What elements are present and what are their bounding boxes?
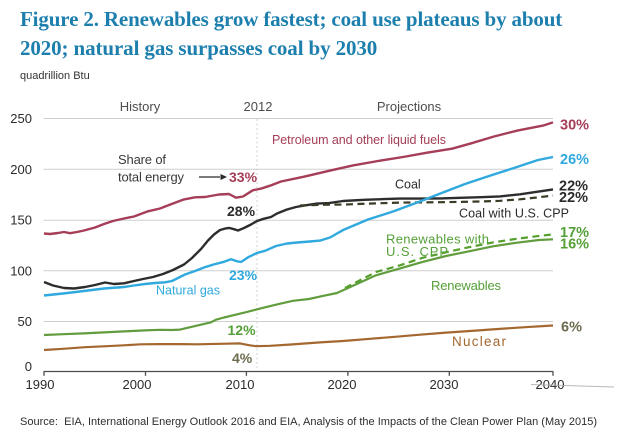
svg-text:30%: 30%: [560, 118, 589, 134]
svg-text:Source: EIA, International En: Source: EIA, International Energy Outloo…: [20, 416, 597, 428]
svg-text:6%: 6%: [561, 320, 582, 336]
svg-text:2012: 2012: [244, 99, 273, 114]
svg-text:100: 100: [10, 263, 32, 278]
svg-text:22%: 22%: [559, 179, 588, 195]
svg-text:17%: 17%: [560, 225, 589, 241]
svg-text:Renewables: Renewables: [431, 278, 502, 293]
svg-text:Nuclear: Nuclear: [452, 334, 507, 349]
svg-text:2010: 2010: [226, 377, 255, 392]
svg-text:total energy: total energy: [118, 170, 185, 185]
svg-text:Petroleum and other liquid fue: Petroleum and other liquid fuels: [272, 133, 446, 147]
svg-text:2020; natural gas surpasses co: 2020; natural gas surpasses coal by 2030: [20, 36, 377, 60]
svg-text:Figure 2. Renewables grow fast: Figure 2. Renewables grow fastest; coal …: [20, 7, 562, 31]
svg-text:Natural gas: Natural gas: [156, 284, 220, 298]
svg-text:0: 0: [25, 359, 32, 374]
svg-text:200: 200: [10, 162, 32, 177]
svg-text:26%: 26%: [560, 152, 589, 168]
svg-text:2000: 2000: [123, 377, 152, 392]
svg-text:22%: 22%: [559, 190, 588, 206]
svg-text:16%: 16%: [560, 237, 589, 253]
svg-text:1990: 1990: [26, 377, 55, 392]
svg-text:150: 150: [10, 213, 32, 228]
svg-text:Projections: Projections: [377, 99, 442, 114]
svg-text:23%: 23%: [229, 267, 258, 283]
svg-text:2020: 2020: [328, 377, 357, 392]
svg-text:2040: 2040: [536, 377, 565, 392]
svg-text:Renewables with: Renewables with: [386, 232, 489, 247]
svg-text:28%: 28%: [227, 203, 256, 219]
svg-text:quadrillion Btu: quadrillion Btu: [20, 70, 90, 82]
svg-text:50: 50: [18, 314, 32, 329]
svg-text:Share of: Share of: [118, 152, 166, 167]
svg-text:250: 250: [10, 111, 32, 126]
svg-text:33%: 33%: [229, 169, 258, 185]
svg-text:Coal: Coal: [395, 178, 421, 192]
svg-text:Coal with U.S. CPP: Coal with U.S. CPP: [459, 207, 569, 221]
svg-text:12%: 12%: [228, 322, 257, 338]
svg-text:4%: 4%: [232, 350, 253, 366]
svg-text:2030: 2030: [430, 377, 459, 392]
svg-text:History: History: [120, 99, 161, 114]
svg-text:U.S. CPP: U.S. CPP: [386, 244, 448, 259]
